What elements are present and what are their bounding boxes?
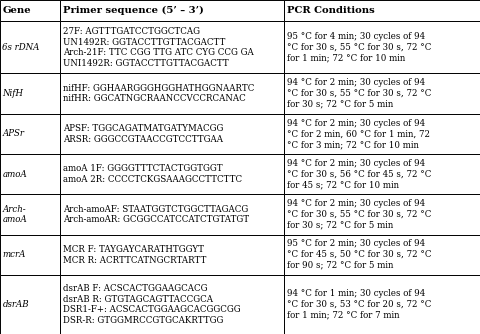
Bar <box>60 234 283 275</box>
Text: Arch-
amoA: Arch- amoA <box>2 204 27 224</box>
Text: Primer sequence (5’ – 3’): Primer sequence (5’ – 3’) <box>63 6 204 15</box>
Bar <box>0 114 60 154</box>
Bar <box>60 194 283 234</box>
Text: 94 °C for 2 min; 30 cycles of 94
°C for 2 min, 60 °C for 1 min, 72
°C for 3 min;: 94 °C for 2 min; 30 cycles of 94 °C for … <box>286 119 429 149</box>
Text: Arch-amoAF: STAATGGTCTGGCTTAGACG
Arch-amoAR: GCGGCCATCCATCTGTATGT: Arch-amoAF: STAATGGTCTGGCTTAGACG Arch-am… <box>63 204 249 224</box>
Bar <box>0 0 60 21</box>
Bar <box>283 0 480 21</box>
Text: APSr: APSr <box>2 129 24 138</box>
Text: 95 °C for 2 min; 30 cycles of 94
°C for 45 s, 50 °C for 30 s, 72 °C
for 90 s; 72: 95 °C for 2 min; 30 cycles of 94 °C for … <box>286 239 430 270</box>
Text: 6s rDNA: 6s rDNA <box>2 43 40 52</box>
Bar <box>0 275 60 334</box>
Bar <box>0 234 60 275</box>
Bar <box>0 21 60 73</box>
Bar <box>283 154 480 194</box>
Bar <box>60 154 283 194</box>
Bar <box>0 73 60 114</box>
Bar <box>60 114 283 154</box>
Bar <box>283 194 480 234</box>
Text: 27F: AGTTTGATCCTGGCTCAG
UN1492R: GGTACCTTGTTACGACTT
Arch-21F: TTC CGG TTG ATC CY: 27F: AGTTTGATCCTGGCTCAG UN1492R: GGTACCT… <box>63 27 253 68</box>
Text: 94 °C for 2 min; 30 cycles of 94
°C for 30 s, 56 °C for 45 s, 72 °C
for 45 s; 72: 94 °C for 2 min; 30 cycles of 94 °C for … <box>286 159 430 189</box>
Text: dsrAB: dsrAB <box>2 300 29 309</box>
Text: 95 °C for 4 min; 30 cycles of 94
°C for 30 s, 55 °C for 30 s, 72 °C
for 1 min; 7: 95 °C for 4 min; 30 cycles of 94 °C for … <box>286 32 430 63</box>
Bar <box>283 234 480 275</box>
Text: dsrAB F: ACSCACTGGAAGCACG
dsrAB R: GTGTAGCAGTTACCGCA
DSR1-F+: ACSCACTGGAAGCACGGC: dsrAB F: ACSCACTGGAAGCACG dsrAB R: GTGTA… <box>63 284 240 325</box>
Bar <box>283 73 480 114</box>
Text: PCR Conditions: PCR Conditions <box>286 6 373 15</box>
Text: 94 °C for 1 min; 30 cycles of 94
°C for 30 s, 53 °C for 20 s, 72 °C
for 1 min; 7: 94 °C for 1 min; 30 cycles of 94 °C for … <box>286 289 430 320</box>
Bar <box>0 194 60 234</box>
Bar <box>0 154 60 194</box>
Bar <box>60 0 283 21</box>
Text: amoA: amoA <box>2 170 27 179</box>
Text: mcrA: mcrA <box>2 250 26 259</box>
Text: NifH: NifH <box>2 89 24 98</box>
Text: 94 °C for 2 min; 30 cycles of 94
°C for 30 s, 55 °C for 30 s, 72 °C
for 30 s; 72: 94 °C for 2 min; 30 cycles of 94 °C for … <box>286 199 430 230</box>
Bar <box>60 73 283 114</box>
Bar <box>60 275 283 334</box>
Bar <box>283 275 480 334</box>
Text: Gene: Gene <box>3 6 32 15</box>
Text: APSF: TGGCAGATMATGATYMACGG
ARSR: GGGCCGTAACCGTCCTTGAA: APSF: TGGCAGATMATGATYMACGG ARSR: GGGCCGT… <box>63 124 223 144</box>
Text: MCR F: TAYGAYCARATHTGGYT
MCR R: ACRTTCATNGCRTARTT: MCR F: TAYGAYCARATHTGGYT MCR R: ACRTTCAT… <box>63 245 206 265</box>
Text: amoA 1F: GGGGTTTCTACTGGTGGT
amoA 2R: CCCCTCKGSAAAGCCTTCTTC: amoA 1F: GGGGTTTCTACTGGTGGT amoA 2R: CCC… <box>63 164 241 184</box>
Bar <box>283 21 480 73</box>
Text: 94 °C for 2 min; 30 cycles of 94
°C for 30 s, 55 °C for 30 s, 72 °C
for 30 s; 72: 94 °C for 2 min; 30 cycles of 94 °C for … <box>286 78 430 109</box>
Bar <box>283 114 480 154</box>
Bar <box>60 21 283 73</box>
Text: nifHF: GGHAARGGGHGGHATHGGNAARTC
nifHR: GGCATNGCRAANCCVCCRCANAC: nifHF: GGHAARGGGHGGHATHGGNAARTC nifHR: G… <box>63 84 254 104</box>
